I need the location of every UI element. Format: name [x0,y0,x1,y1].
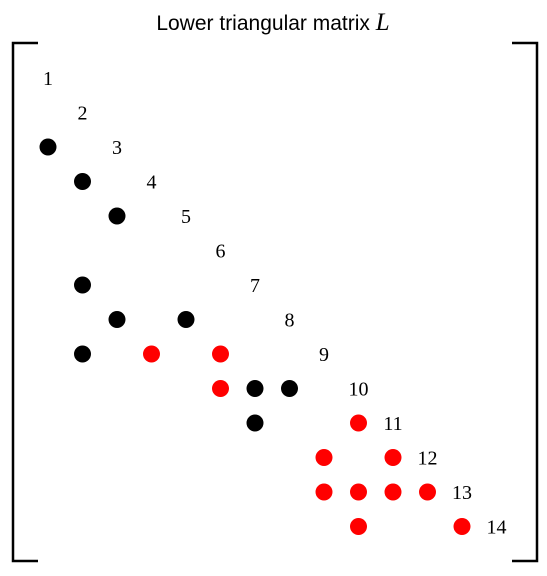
figure-title-variable: L [375,9,390,36]
diagonal-label-3: 3 [112,137,122,159]
diagonal-label-13: 13 [452,482,472,504]
figure-title: Lower triangular matrix L [156,9,389,36]
entry-r3-c1-original [39,138,57,156]
diagonal-label-4: 4 [147,172,157,194]
left-bracket [11,41,38,563]
entry-r13-c10-fill-in [350,483,367,501]
entry-r7-c2-original [74,276,91,294]
entry-r10-c7-original [246,380,264,397]
nonzero-entries [39,138,471,535]
diagonal-label-5: 5 [181,206,191,228]
diagonal-label-14: 14 [487,517,507,539]
entry-r14-c13-fill-in [453,518,471,535]
diagonal-label-8: 8 [285,310,295,332]
diagonal-label-2: 2 [78,103,88,125]
entry-r4-c2-original [74,173,91,190]
diagonal-label-1: 1 [43,68,53,90]
diagonal-label-12: 12 [418,448,438,470]
diagonal-label-11: 11 [383,413,402,435]
entry-r12-c9-fill-in [315,449,333,466]
entry-r13-c11-fill-in [384,483,402,501]
entry-r9-c6-fill-in [212,345,229,363]
entry-r8-c5-original [177,311,195,328]
right-bracket [512,41,539,563]
entry-r12-c11-fill-in [384,449,402,466]
entry-r11-c7-original [246,414,264,432]
diagonal-label-7: 7 [250,275,260,297]
diagonal-label-9: 9 [319,344,329,366]
entry-r10-c6-fill-in [212,380,229,397]
figure-title-text: Lower triangular matrix [156,12,375,35]
entry-r14-c10-fill-in [350,518,367,535]
entry-r8-c3-original [108,311,126,328]
entry-r13-c12-fill-in [419,483,436,501]
entry-r9-c4-fill-in [143,345,160,363]
entry-r10-c8-original [281,380,298,397]
diagonal-label-10: 10 [349,379,369,401]
entry-r9-c2-original [74,345,91,363]
diagonal-label-6: 6 [216,241,226,263]
entry-r13-c9-fill-in [315,483,333,501]
entry-r11-c10-fill-in [350,414,367,432]
entry-r5-c3-original [108,207,126,225]
